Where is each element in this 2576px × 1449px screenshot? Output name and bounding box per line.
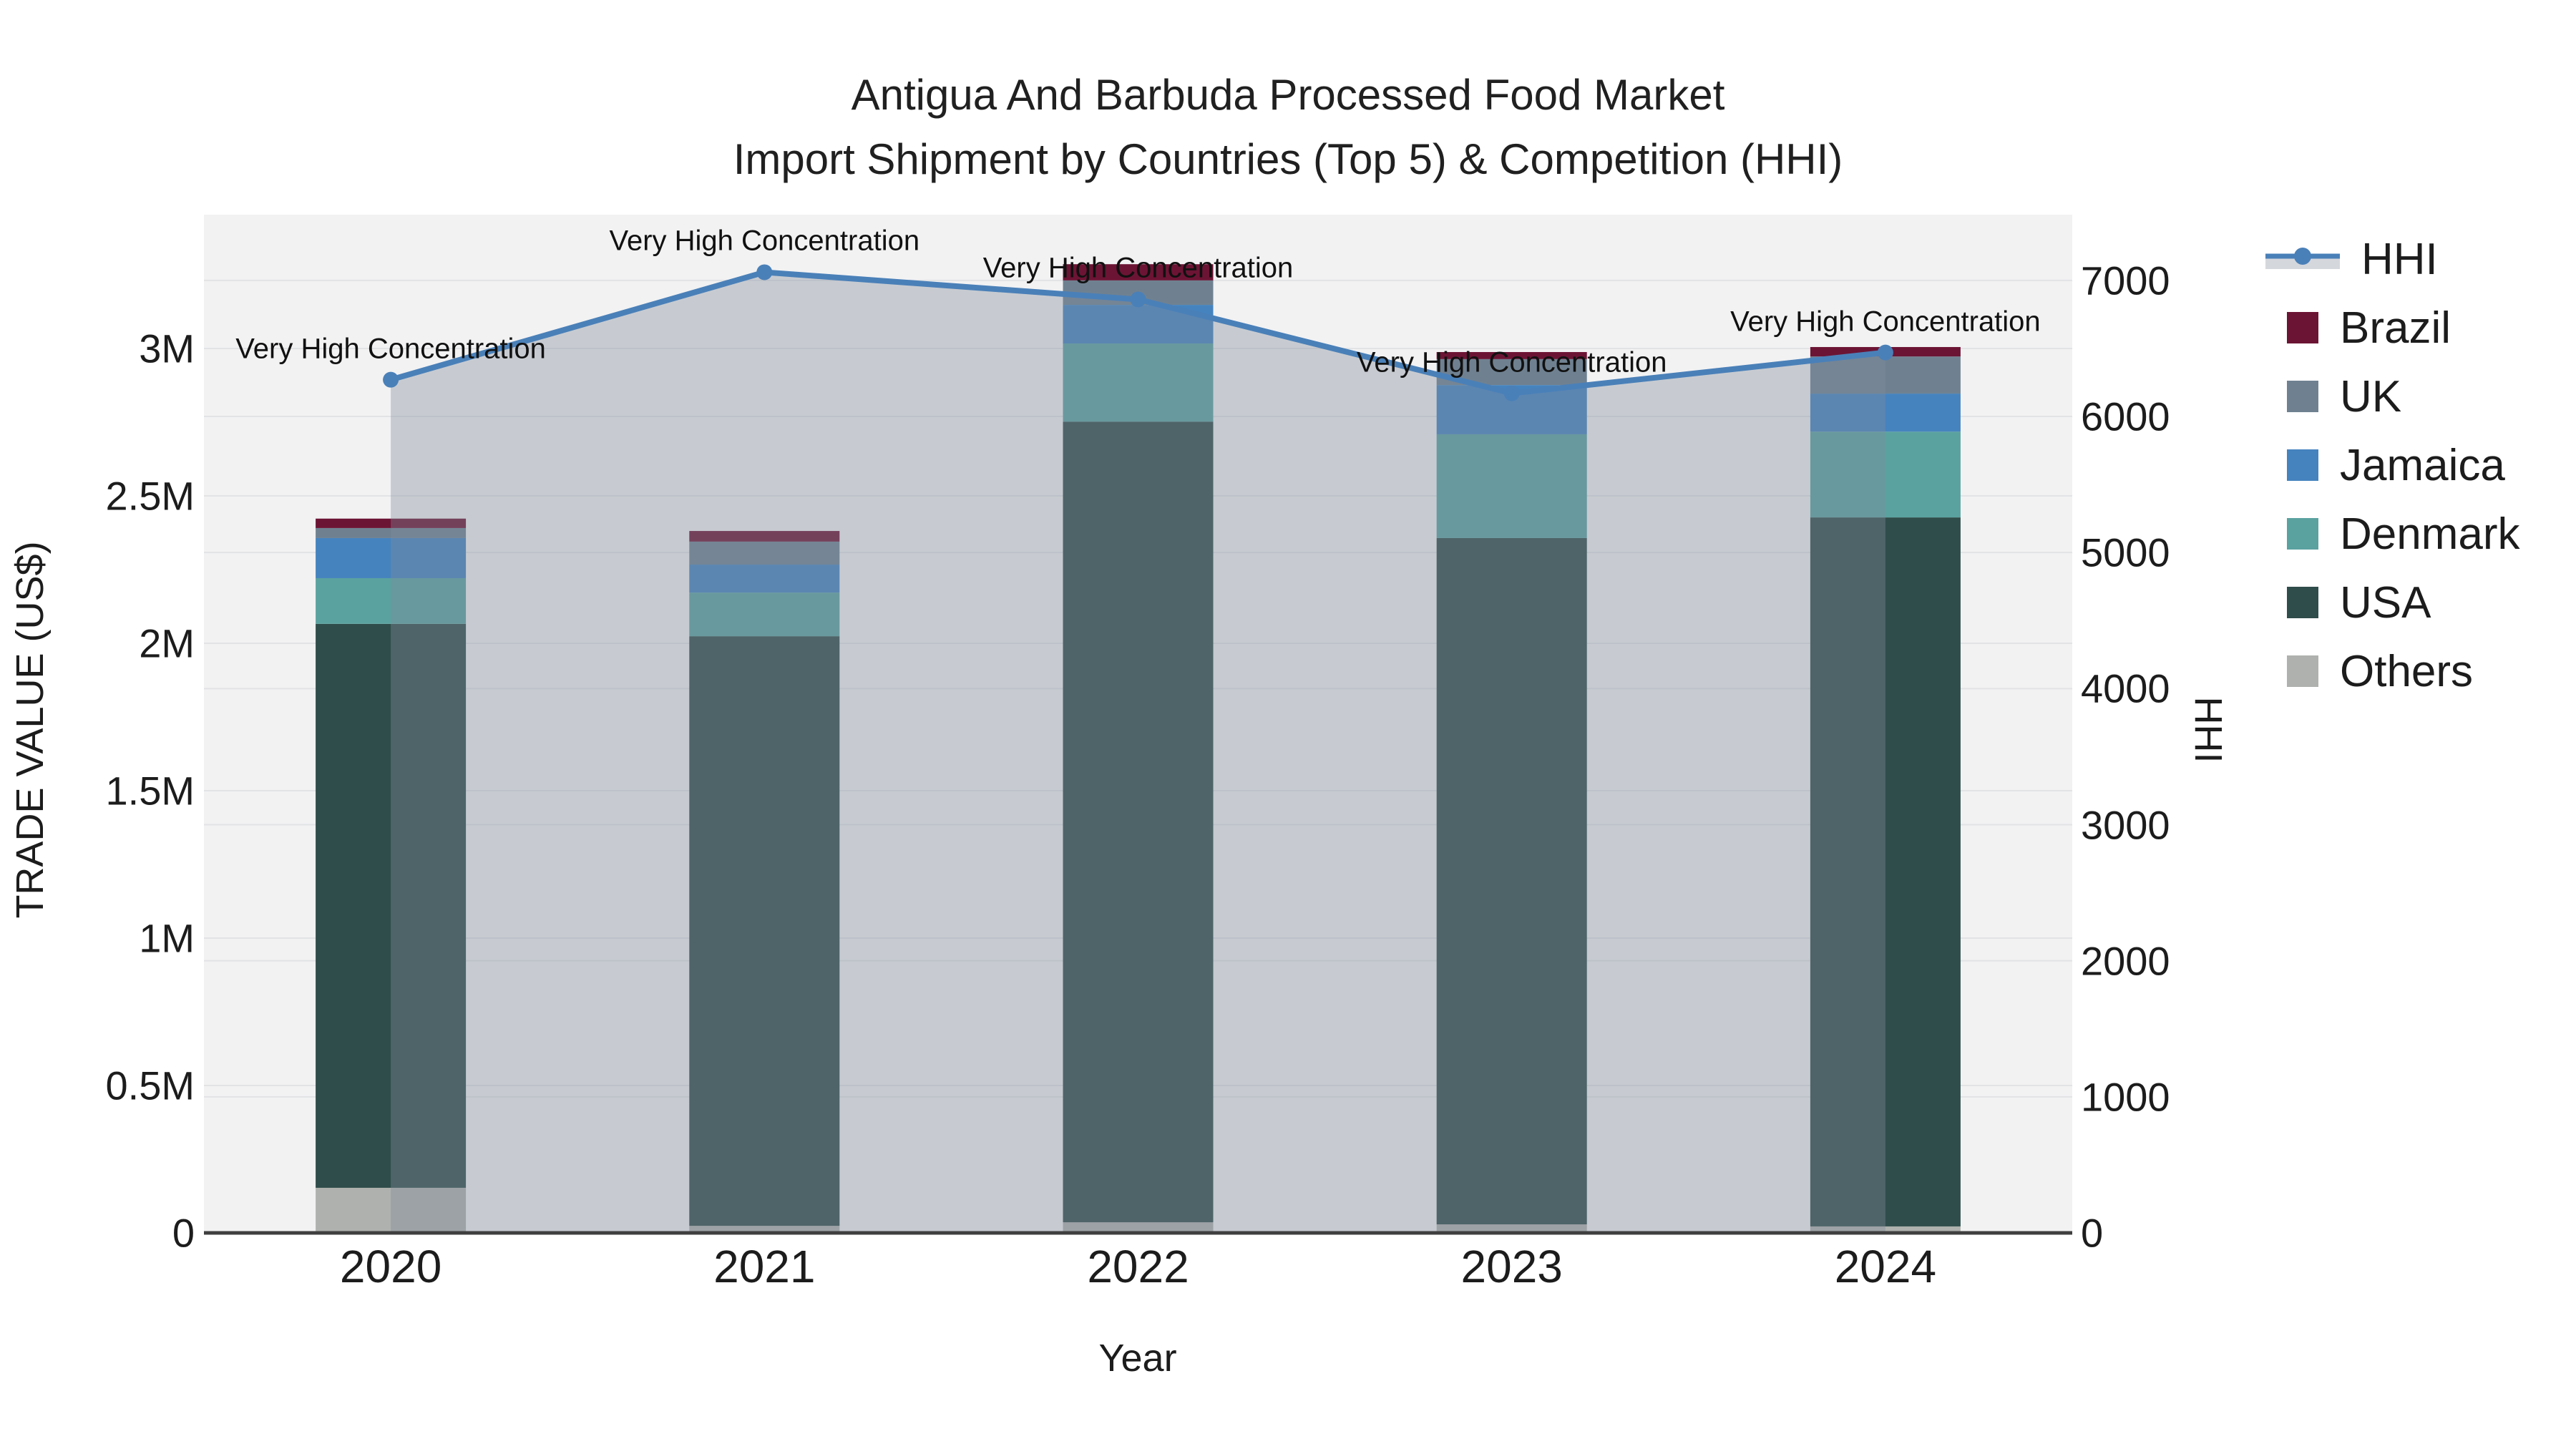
legend-item-hhi[interactable]: HHI (2265, 234, 2520, 284)
annotation-2021: Very High Concentration (609, 225, 920, 257)
bar-segment-2024-others[interactable] (1810, 1226, 1961, 1233)
y-right-tick-5000: 5000 (2081, 530, 2170, 575)
bar-segment-2024-uk[interactable] (1810, 356, 1961, 394)
legend-label-brazil: Brazil (2340, 303, 2451, 353)
legend-swatch-brazil (2287, 312, 2318, 343)
annotation-2023: Very High Concentration (1356, 346, 1667, 379)
bar-segment-2022-usa[interactable] (1063, 421, 1214, 1223)
hhi-marker-2022[interactable] (1130, 291, 1146, 308)
bar-segment-2021-brazil[interactable] (689, 531, 840, 542)
x-axis-title: Year (1098, 1337, 1177, 1380)
legend-swatch-others (2287, 655, 2318, 687)
bar-segment-2024-jamaica[interactable] (1810, 394, 1961, 432)
y-right-tick-1000: 1000 (2081, 1074, 2170, 1120)
bar-segment-2020-others[interactable] (316, 1187, 467, 1233)
bar-segment-2020-usa[interactable] (316, 623, 467, 1188)
x-tick-2020: 2020 (339, 1241, 442, 1292)
x-tick-2024: 2024 (1834, 1241, 1937, 1292)
bar-segment-2024-usa[interactable] (1810, 517, 1961, 1226)
y-left-tick-2M: 2M (139, 620, 195, 666)
y-right-tick-2000: 2000 (2081, 938, 2170, 984)
hhi-marker-2021[interactable] (756, 264, 773, 280)
legend-label-hhi: HHI (2361, 234, 2438, 284)
legend-swatch-jamaica (2287, 449, 2318, 481)
legend-label-denmark: Denmark (2340, 509, 2520, 559)
hhi-marker-2024[interactable] (1877, 344, 1893, 361)
legend-label-others: Others (2340, 646, 2474, 696)
y-axis-title-left: TRADE VALUE (US$) (9, 541, 52, 919)
chart-title: Antigua And Barbuda Processed Food Marke… (0, 63, 2576, 192)
bar-segment-2021-denmark[interactable] (689, 592, 840, 637)
x-tick-2023: 2023 (1460, 1241, 1563, 1292)
bar-segment-2021-usa[interactable] (689, 636, 840, 1226)
legend-item-uk[interactable]: UK (2287, 371, 2520, 421)
y-right-tick-7000: 7000 (2081, 258, 2170, 303)
y-left-tick-2.5M: 2.5M (105, 473, 195, 519)
bar-segment-2021-jamaica[interactable] (689, 565, 840, 593)
bar-segment-2023-usa[interactable] (1436, 537, 1587, 1225)
y-right-tick-3000: 3000 (2081, 802, 2170, 847)
hhi-marker-2023[interactable] (1503, 385, 1520, 401)
y-axis-title-right: HHI (2187, 696, 2230, 763)
bar-segment-2020-brazil[interactable] (316, 518, 467, 528)
y-left-tick-1.5M: 1.5M (105, 768, 195, 814)
hhi-line-icon (2265, 243, 2340, 275)
y-left-tick-0.5M: 0.5M (105, 1063, 195, 1108)
x-tick-2022: 2022 (1087, 1241, 1189, 1292)
legend-item-jamaica[interactable]: Jamaica (2287, 440, 2520, 490)
legend-label-uk: UK (2340, 371, 2402, 421)
hhi-area-fill (391, 272, 1885, 1233)
legend-swatch-usa (2287, 587, 2318, 618)
bar-segment-2020-uk[interactable] (316, 527, 467, 538)
legend-label-usa: USA (2340, 577, 2431, 628)
x-tick-2021: 2021 (713, 1241, 816, 1292)
annotation-2024: Very High Concentration (1730, 306, 2041, 338)
bar-segment-2024-denmark[interactable] (1810, 431, 1961, 518)
bar-segment-2021-others[interactable] (689, 1226, 840, 1233)
y-left-tick-0: 0 (172, 1210, 195, 1256)
y-left-tick-1M: 1M (139, 915, 195, 961)
bar-segment-2020-denmark[interactable] (316, 577, 467, 624)
bar-segment-2020-jamaica[interactable] (316, 537, 467, 578)
legend-swatch-denmark (2287, 518, 2318, 550)
y-right-tick-0: 0 (2081, 1210, 2104, 1256)
legend-swatch-uk (2287, 381, 2318, 412)
legend-item-usa[interactable]: USA (2287, 577, 2520, 628)
y-left-tick-3M: 3M (139, 326, 195, 371)
annotation-2020: Very High Concentration (235, 333, 546, 365)
bar-segment-2021-uk[interactable] (689, 541, 840, 565)
bar-segment-2023-brazil[interactable] (1436, 351, 1587, 359)
legend-label-jamaica: Jamaica (2340, 440, 2505, 490)
bar-segment-2023-denmark[interactable] (1436, 434, 1587, 538)
bar-segment-2022-brazil[interactable] (1063, 264, 1214, 280)
bar-segment-2022-others[interactable] (1063, 1222, 1214, 1233)
chart-title-line2: Import Shipment by Countries (Top 5) & C… (733, 135, 1843, 183)
legend-item-denmark[interactable]: Denmark (2287, 509, 2520, 559)
legend-item-others[interactable]: Others (2287, 646, 2520, 696)
bar-segment-2023-others[interactable] (1436, 1224, 1587, 1233)
hhi-marker-2020[interactable] (383, 371, 399, 388)
annotation-2022: Very High Concentration (982, 252, 1294, 284)
legend: HHI Brazil UK Jamaica Denmark USA Others (2265, 234, 2520, 717)
chart-title-line1: Antigua And Barbuda Processed Food Marke… (851, 71, 1725, 119)
y-right-tick-6000: 6000 (2081, 394, 2170, 439)
y-right-tick-4000: 4000 (2081, 665, 2170, 711)
legend-item-brazil[interactable]: Brazil (2287, 303, 2520, 353)
bar-segment-2022-denmark[interactable] (1063, 343, 1214, 422)
